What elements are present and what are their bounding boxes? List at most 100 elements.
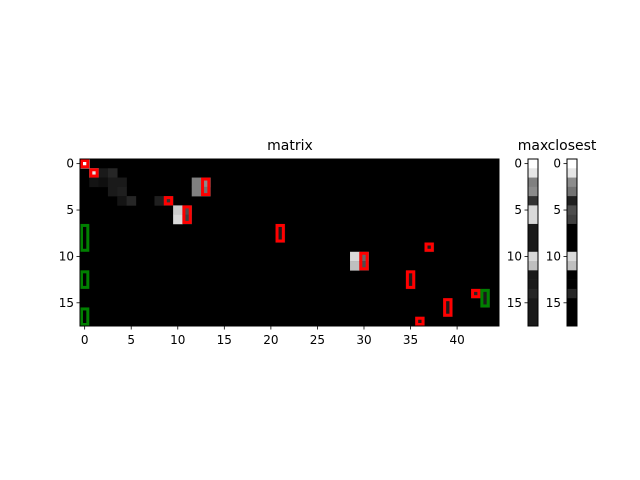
matrix-cell [173,205,183,215]
max-cells [528,159,538,327]
matrix-x-tick-label: 15 [217,333,232,347]
red-highlight-box [443,298,453,317]
closest-cell [567,251,577,262]
matrix-cell [89,168,99,178]
closest-cell [567,177,577,188]
matrix-cell [471,288,481,299]
closest-y-ticks: 0 5 10 15 [546,157,567,310]
closest-title: closest [548,138,597,154]
max-y-tick-label: 15 [507,296,522,310]
matrix-cell [117,186,127,197]
matrix-cell [405,279,416,290]
max-cell [528,242,538,253]
matrix-cell [126,196,137,206]
matrix-x-tick-label: 30 [356,333,371,347]
max-cell [528,205,538,215]
max-y-tick-label: 0 [514,157,522,171]
matrix-x-tick-label: 20 [263,333,278,347]
matrix-cell [89,177,99,188]
matrix-cell [182,205,193,215]
matrix-cell [80,159,90,169]
max-cell [528,177,538,188]
closest-cell [567,233,577,243]
max-panel: max 0 5 10 15 [507,138,549,327]
red-highlight-box [471,288,481,299]
closest-cell [567,168,577,178]
closest-cell [567,242,577,253]
closest-cell [567,288,577,299]
closest-cell [567,307,577,318]
matrix-cell [424,242,435,253]
matrix-cell [405,270,416,280]
closest-y-tick-label: 10 [546,249,561,263]
green-highlight-box [80,270,90,289]
matrix-cell [275,223,286,234]
max-y-tick-label: 10 [507,249,522,263]
max-title: max [518,138,549,154]
matrix-x-tick-label: 10 [170,333,185,347]
matrix-cell [359,251,369,262]
matrix-cell [182,214,193,225]
matrix-background-cells [80,159,499,326]
closest-y-tick-label: 5 [553,203,561,217]
matrix-cell [191,177,202,188]
max-cell [528,279,538,290]
closest-y-tick-label: 0 [553,157,561,171]
closest-cell [567,279,577,290]
red-highlight-box [182,205,192,224]
matrix-y-tick-label: 0 [66,157,74,171]
green-highlight-box [80,307,90,327]
matrix-highlight-boxes [80,159,490,327]
red-highlight-box [80,159,90,169]
matrix-panel: matrix 0 5 10 15 20 25 30 35 40 0 5 10 15 [59,138,500,347]
closest-cell [567,159,577,169]
matrix-x-tick-label: 35 [403,333,418,347]
matrix-cell [117,177,127,188]
matrix-cell [443,307,453,318]
matrix-cell [201,186,211,197]
red-highlight-box [359,251,369,271]
matrix-cell [201,177,211,188]
closest-cell [567,205,577,215]
matrix-x-tick-label: 25 [310,333,325,347]
closest-cells [567,159,577,327]
max-cell [528,288,538,299]
matrix-cell [107,168,118,178]
matrix-cell [107,177,118,188]
matrix-cell [98,177,109,188]
matrix-cells [80,159,499,327]
matrix-x-ticks: 0 5 10 15 20 25 30 35 40 [81,326,465,347]
matrix-cell [359,261,369,271]
matrix-cell [443,298,453,308]
matrix-cell [163,196,174,206]
max-axes-frame [527,158,539,327]
red-highlight-box [89,168,99,178]
matrix-cell [98,168,109,178]
matrix-cell [350,251,360,262]
matrix-cell [480,298,490,308]
matrix-title: matrix [267,138,313,154]
matrix-x-tick-label: 5 [127,333,135,347]
matrix-cell [117,196,127,206]
max-cell [528,159,538,169]
max-cell [528,270,538,280]
matrix-y-ticks: 0 5 10 15 [59,157,80,310]
closest-cell [567,316,577,327]
red-highlight-box [415,316,425,327]
max-cell [528,298,538,308]
green-highlight-box [80,223,90,252]
closest-cell [567,186,577,197]
matrix-axes-frame [79,158,500,327]
red-highlight-box [424,242,434,252]
closest-cell [567,196,577,206]
max-cell [528,251,538,262]
red-highlight-box [201,177,211,197]
max-cell [528,223,538,234]
matrix-y-tick-label: 15 [59,296,74,310]
matrix-cell [173,214,183,225]
matrix-cell [191,186,202,197]
closest-cell [567,298,577,308]
closest-cell [567,214,577,225]
max-cell [528,186,538,197]
red-highlight-box [275,223,285,243]
